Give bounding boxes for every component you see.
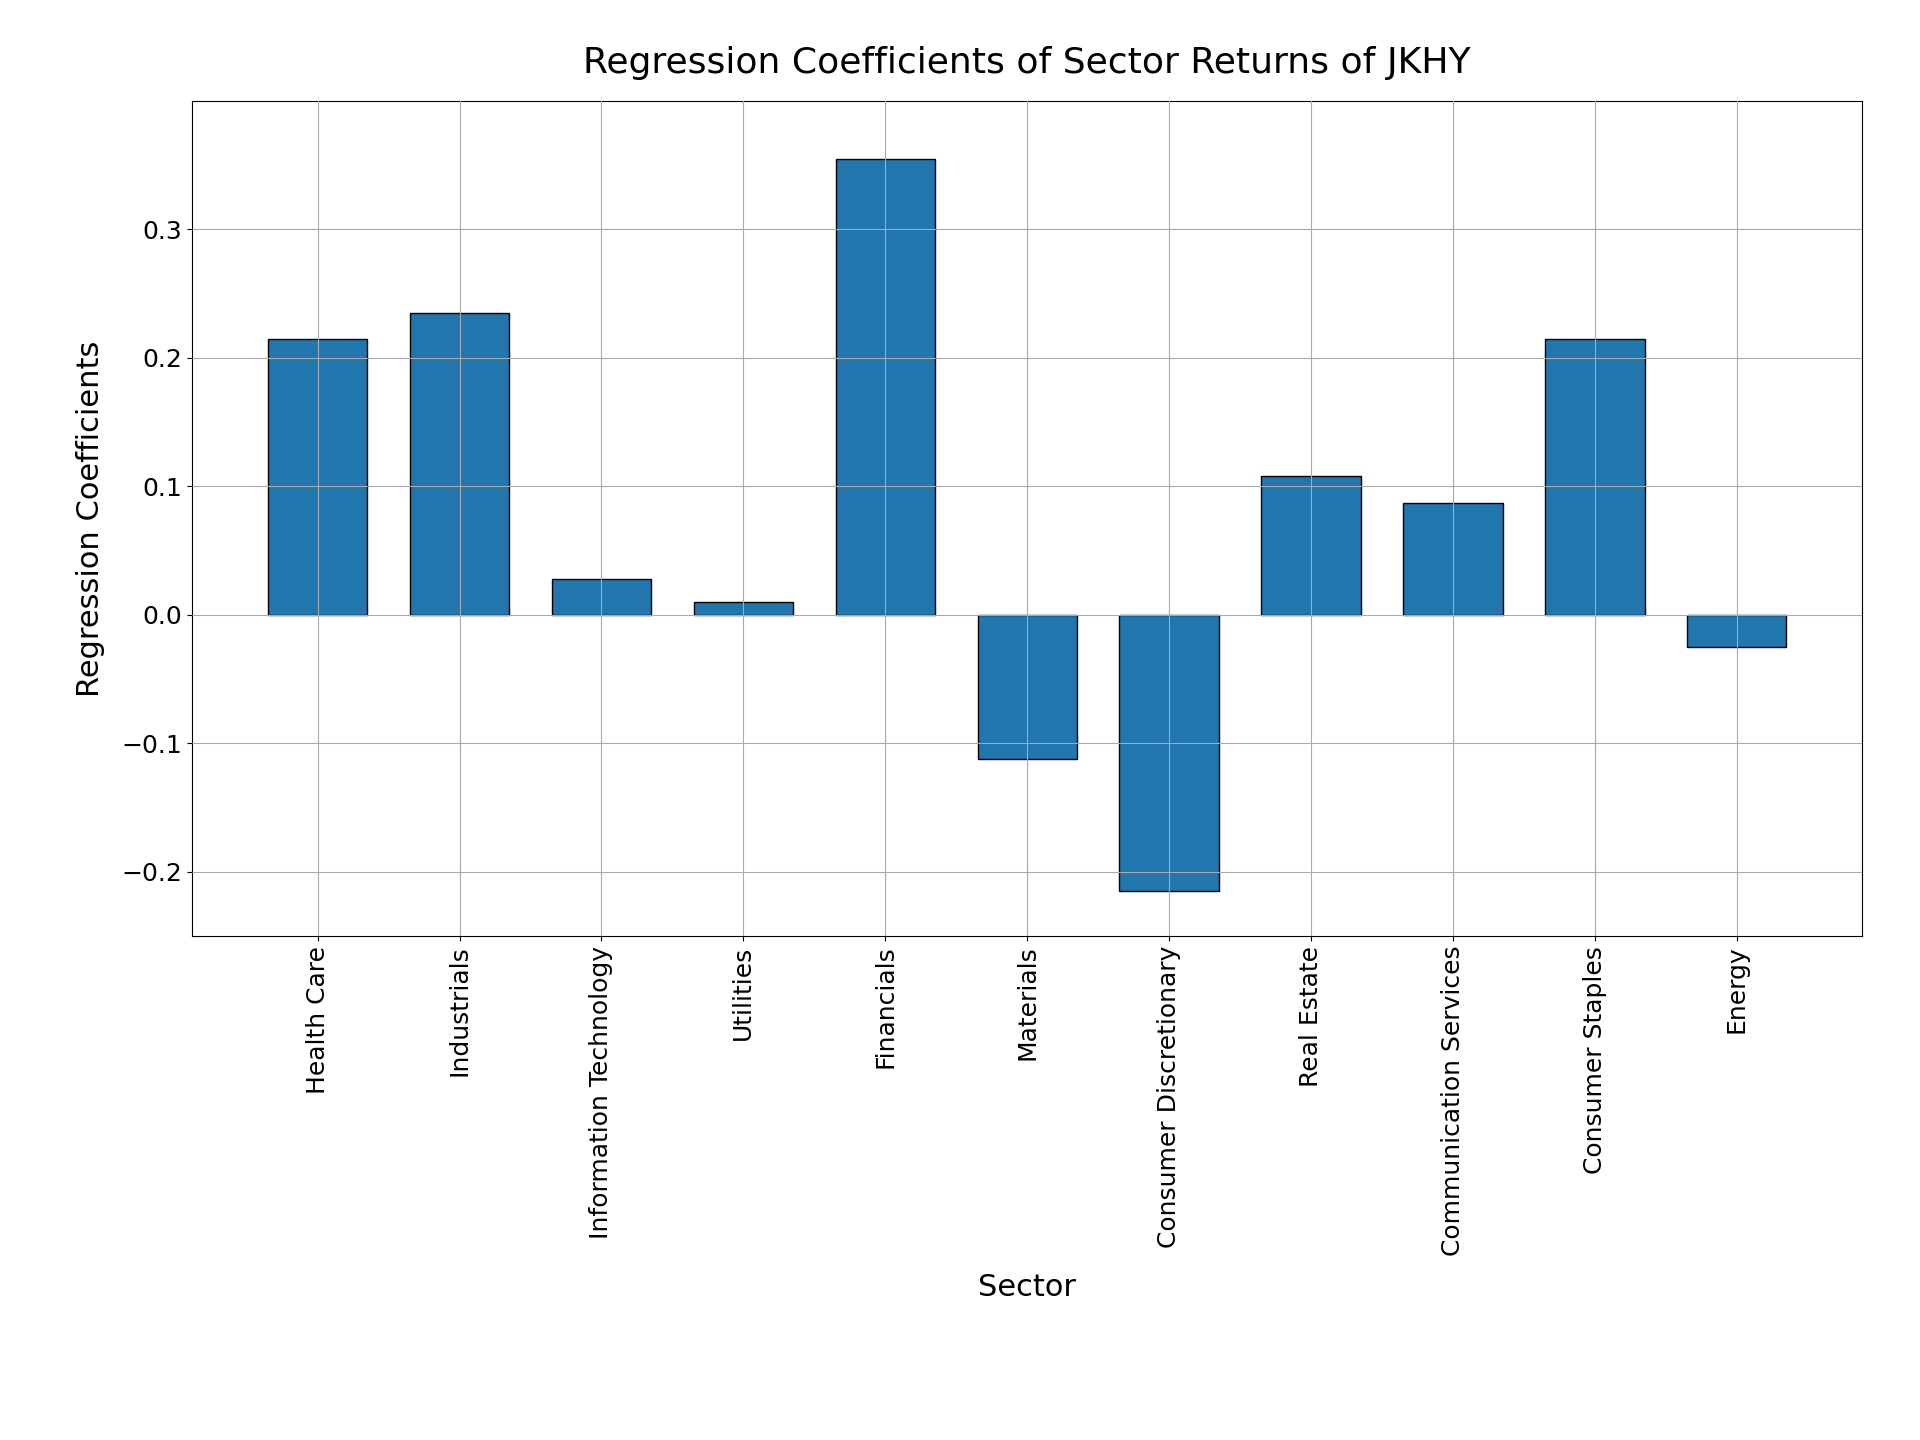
X-axis label: Sector: Sector [977, 1273, 1077, 1302]
Bar [269, 338, 367, 615]
Bar [1546, 338, 1645, 615]
Bar [1404, 503, 1503, 615]
Bar [1688, 615, 1786, 647]
Bar [977, 615, 1077, 759]
Bar [835, 158, 935, 615]
Bar [1261, 477, 1361, 615]
Title: Regression Coefficients of Sector Returns of JKHY: Regression Coefficients of Sector Return… [584, 46, 1471, 81]
Bar [551, 579, 651, 615]
Bar [693, 602, 793, 615]
Y-axis label: Regression Coefficients: Regression Coefficients [75, 340, 106, 697]
Bar [409, 312, 509, 615]
Bar [1119, 615, 1219, 891]
